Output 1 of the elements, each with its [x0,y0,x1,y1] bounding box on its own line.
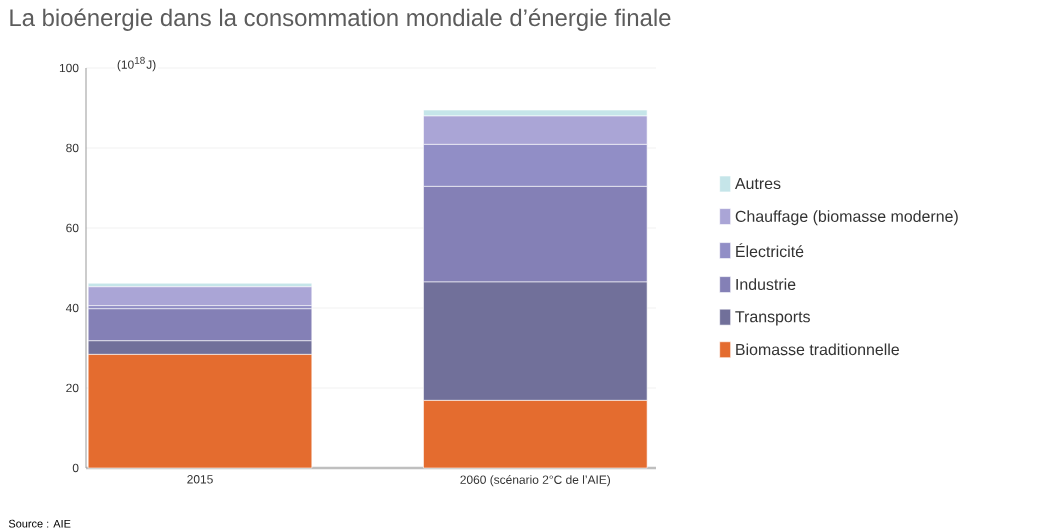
chart-title: La bioénergie dans la consommation mondiale d’énergie finale [10,8,671,31]
